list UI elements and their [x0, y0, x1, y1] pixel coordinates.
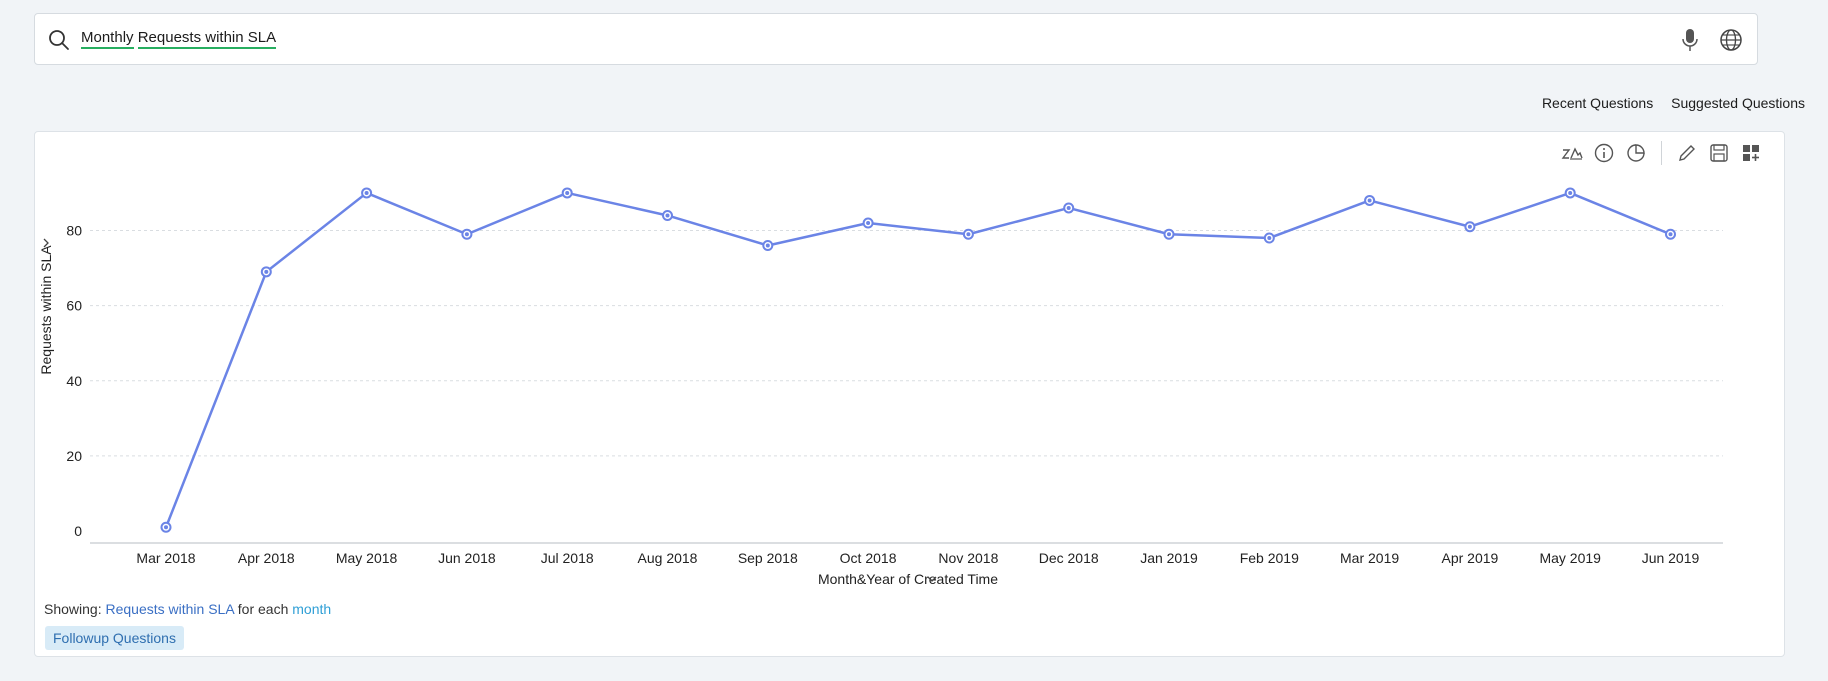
x-tick-label: Jan 2019: [1140, 550, 1198, 566]
series-line: [164, 191, 1671, 528]
y-tick-label: 60: [66, 298, 82, 314]
y-axis-chevron-icon: [43, 238, 49, 248]
data-point-center: [1668, 232, 1673, 237]
query-token-2: Requests within SLA: [137, 29, 277, 49]
data-point-center: [1467, 224, 1472, 229]
y-tick-label: 80: [66, 223, 82, 239]
data-point-center: [1267, 236, 1272, 241]
x-tick-label: Apr 2019: [1441, 550, 1498, 566]
followup-questions-button[interactable]: Followup Questions: [45, 626, 184, 650]
y-axis-title: Requests within SLA: [38, 245, 54, 375]
x-tick-label: Sep 2018: [738, 550, 798, 566]
edit-icon[interactable]: [1676, 142, 1698, 164]
data-point-center: [364, 190, 369, 195]
add-to-dashboard-icon[interactable]: [1740, 142, 1762, 164]
data-point-center: [1568, 190, 1573, 195]
x-tick-label: Jun 2019: [1642, 550, 1700, 566]
x-tick-label: May 2018: [336, 550, 398, 566]
y-tick-label: 40: [66, 373, 82, 389]
data-point-center: [1167, 232, 1171, 237]
search-icon[interactable]: [47, 28, 71, 52]
showing-summary: Showing: Requests within SLA for each mo…: [44, 601, 331, 617]
dimension-link[interactable]: month: [292, 601, 332, 617]
microphone-icon[interactable]: [1679, 27, 1701, 53]
data-point-center: [565, 190, 570, 195]
x-tick-label: Jun 2018: [438, 550, 496, 566]
y-tick-label: 0: [74, 523, 82, 539]
data-point-center: [264, 269, 269, 274]
x-tick-label: Aug 2018: [638, 550, 698, 566]
pie-chart-icon[interactable]: [1625, 142, 1647, 164]
x-tick-label: Jul 2018: [541, 550, 594, 566]
chart-type-icon[interactable]: [1561, 142, 1583, 164]
x-tick-label: Oct 2018: [840, 550, 897, 566]
data-point-center: [966, 232, 971, 237]
x-tick-label: Dec 2018: [1039, 550, 1099, 566]
data-point-center: [1066, 205, 1071, 210]
data-point-center: [1367, 198, 1372, 203]
recent-questions-link[interactable]: Recent Questions: [1541, 95, 1654, 111]
x-axis-title: Month&Year of Created Time: [818, 571, 998, 587]
x-tick-label: May 2019: [1539, 550, 1601, 566]
search-bar[interactable]: Monthly Requests within SLA: [34, 13, 1758, 65]
chart-card: 0 20 40 60 80 Mar 2018 Apr 2018 May 2018 Jun 201…: [34, 131, 1785, 657]
save-icon[interactable]: [1708, 142, 1730, 164]
data-point-center: [866, 220, 871, 225]
showing-label: Showing:: [44, 601, 102, 617]
y-tick-label: 20: [66, 448, 82, 464]
x-axis-chevron-icon: [927, 576, 937, 582]
line-chart: 0 20 40 60 80 Mar 2018 Apr 2018 May 2018 Jun 201…: [38, 187, 1723, 587]
x-tick-label: Nov 2018: [938, 550, 998, 566]
question-links: Recent Questions Suggested Questions: [1528, 95, 1805, 111]
chart-toolbar: [1551, 141, 1762, 165]
search-query[interactable]: Monthly Requests within SLA: [81, 29, 277, 49]
x-tick-label: Apr 2018: [238, 550, 295, 566]
suggested-questions-link[interactable]: Suggested Questions: [1671, 95, 1805, 111]
data-point-center: [765, 243, 770, 248]
x-tick-label: Mar 2018: [136, 550, 195, 566]
globe-icon[interactable]: [1718, 27, 1744, 53]
query-token-1: Monthly: [81, 29, 134, 49]
showing-middle: for each: [237, 601, 289, 617]
x-tick-label: Mar 2019: [1340, 550, 1399, 566]
measure-link[interactable]: Requests within SLA: [105, 601, 234, 617]
data-point-center: [464, 232, 469, 237]
data-point-center: [164, 525, 168, 530]
info-icon[interactable]: [1593, 142, 1615, 164]
data-point-center: [665, 213, 670, 218]
x-tick-label: Feb 2019: [1240, 550, 1299, 566]
toolbar-divider: [1661, 141, 1662, 165]
